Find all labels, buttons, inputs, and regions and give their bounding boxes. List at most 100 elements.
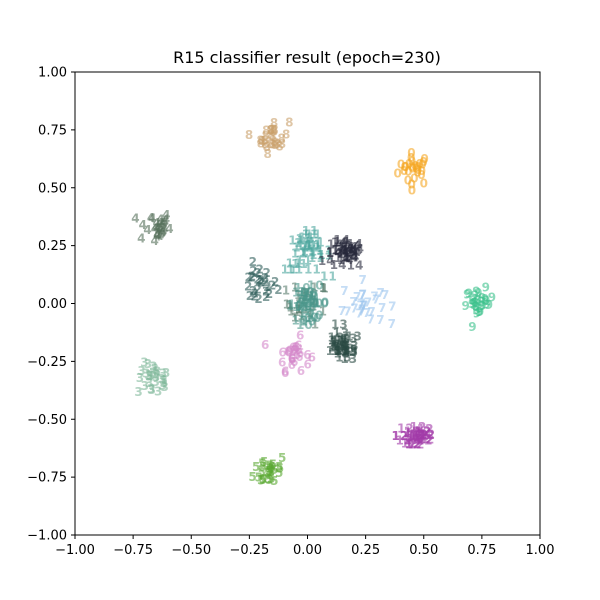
- data-point-class-10: 10: [303, 297, 320, 311]
- data-point-class-6: 6: [261, 338, 269, 352]
- data-point-class-3: 3: [151, 375, 159, 389]
- data-point-class-8: 8: [269, 138, 277, 152]
- data-point-class-12: 12: [416, 434, 433, 448]
- data-point-class-14: 14: [326, 245, 343, 259]
- data-point-class-5: 5: [259, 473, 267, 487]
- data-point-class-13: 13: [331, 333, 348, 347]
- data-point-class-1: 1: [291, 281, 299, 295]
- data-point-class-13: 13: [328, 340, 345, 354]
- data-point-class-6: 6: [308, 351, 316, 365]
- data-point-class-1: 1: [286, 300, 294, 314]
- data-point-class-7: 7: [372, 293, 380, 307]
- data-point-class-12: 12: [411, 428, 428, 442]
- data-point-class-12: 12: [417, 422, 434, 436]
- data-point-class-14: 14: [346, 237, 363, 251]
- data-point-class-11: 11: [302, 227, 319, 241]
- data-point-class-11: 11: [286, 262, 303, 276]
- data-point-class-2: 2: [271, 275, 279, 289]
- data-point-class-4: 4: [153, 230, 161, 244]
- data-point-class-0: 0: [401, 160, 409, 174]
- data-point-class-13: 13: [328, 333, 345, 347]
- data-point-class-5: 5: [260, 455, 268, 469]
- data-point-class-14: 14: [333, 233, 350, 247]
- data-point-class-1: 1: [294, 288, 302, 302]
- data-point-class-5: 5: [275, 466, 283, 480]
- data-point-class-8: 8: [258, 134, 266, 148]
- data-point-class-7: 7: [338, 304, 346, 318]
- data-point-class-13: 13: [329, 336, 346, 350]
- data-point-class-0: 0: [410, 171, 418, 185]
- data-point-class-1: 1: [297, 309, 305, 323]
- data-point-class-3: 3: [146, 369, 154, 383]
- data-point-class-13: 13: [341, 345, 358, 359]
- data-point-class-4: 4: [158, 219, 166, 233]
- data-point-class-9: 9: [478, 299, 486, 313]
- data-point-class-13: 13: [331, 335, 348, 349]
- data-point-class-8: 8: [261, 133, 269, 147]
- data-point-class-10: 10: [300, 300, 317, 314]
- data-point-class-2: 2: [253, 282, 261, 296]
- data-point-class-4: 4: [151, 234, 159, 248]
- data-point-class-2: 2: [254, 292, 262, 306]
- data-point-class-10: 10: [302, 290, 319, 304]
- data-point-class-9: 9: [468, 297, 476, 311]
- data-point-class-13: 13: [333, 340, 350, 354]
- data-point-class-8: 8: [257, 137, 265, 151]
- data-point-class-5: 5: [248, 470, 256, 484]
- data-point-class-4: 4: [165, 222, 173, 236]
- data-point-class-2: 2: [263, 266, 271, 280]
- data-point-class-12: 12: [406, 431, 423, 445]
- data-point-class-12: 12: [410, 420, 427, 434]
- data-point-class-1: 1: [295, 297, 303, 311]
- data-point-class-8: 8: [256, 134, 264, 148]
- data-point-class-2: 2: [249, 284, 257, 298]
- data-point-class-1: 1: [301, 302, 309, 316]
- data-point-class-1: 1: [299, 293, 307, 307]
- data-point-class-1: 1: [283, 297, 291, 311]
- data-point-class-7: 7: [349, 295, 357, 309]
- data-point-class-10: 10: [287, 297, 304, 311]
- data-point-class-9: 9: [488, 291, 496, 305]
- data-point-class-0: 0: [411, 159, 419, 173]
- data-point-class-14: 14: [345, 245, 362, 259]
- data-point-class-9: 9: [472, 303, 480, 317]
- data-point-class-0: 0: [413, 166, 421, 180]
- y-tick-label: 0.50: [38, 181, 67, 196]
- data-point-class-3: 3: [152, 370, 160, 384]
- data-point-class-10: 10: [296, 299, 313, 313]
- data-point-class-3: 3: [142, 366, 150, 380]
- data-point-class-14: 14: [330, 258, 347, 272]
- data-point-class-13: 13: [326, 344, 343, 358]
- data-point-class-1: 1: [285, 298, 293, 312]
- data-point-class-5: 5: [267, 472, 275, 486]
- data-point-class-9: 9: [477, 295, 485, 309]
- data-point-class-3: 3: [144, 357, 152, 371]
- data-point-class-2: 2: [257, 275, 265, 289]
- data-point-class-11: 11: [291, 246, 308, 260]
- data-point-class-6: 6: [278, 345, 286, 359]
- data-point-class-11: 11: [295, 254, 312, 268]
- data-point-class-6: 6: [285, 343, 293, 357]
- data-point-class-7: 7: [357, 298, 365, 312]
- data-point-class-14: 14: [341, 250, 358, 264]
- chart-title: R15 classifier result (epoch=230): [173, 48, 441, 67]
- data-point-class-2: 2: [249, 264, 257, 278]
- data-point-class-9: 9: [469, 293, 477, 307]
- data-point-class-10: 10: [298, 285, 315, 299]
- data-point-class-12: 12: [397, 422, 414, 436]
- data-point-class-14: 14: [347, 242, 364, 256]
- data-point-class-9: 9: [473, 306, 481, 320]
- data-point-class-4: 4: [151, 222, 159, 236]
- data-point-class-13: 13: [345, 330, 362, 344]
- y-tick-label: −1.00: [27, 529, 67, 544]
- data-point-class-0: 0: [418, 158, 426, 172]
- data-point-class-12: 12: [405, 437, 422, 451]
- data-point-class-3: 3: [147, 382, 155, 396]
- data-point-class-2: 2: [262, 284, 270, 298]
- data-point-class-3: 3: [152, 367, 160, 381]
- data-point-class-4: 4: [143, 223, 151, 237]
- data-point-class-3: 3: [158, 378, 166, 392]
